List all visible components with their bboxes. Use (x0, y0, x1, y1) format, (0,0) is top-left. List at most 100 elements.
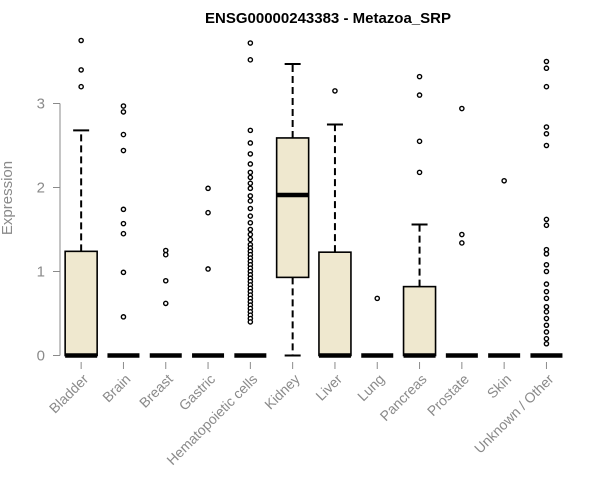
outlier-point (205, 209, 211, 216)
outlier-point (543, 322, 550, 329)
outlier-point (120, 131, 127, 138)
outlier-point (416, 92, 423, 98)
y-tick-label: 3 (37, 96, 45, 113)
outlier-point (543, 315, 550, 322)
outlier-point (247, 319, 254, 325)
box-body (275, 137, 310, 279)
outlier-point (543, 281, 550, 287)
y-tick-label: 0 (37, 348, 45, 365)
outlier-point (332, 88, 338, 94)
outlier-point (247, 205, 254, 212)
outlier-point (459, 105, 465, 112)
box-4 (192, 185, 225, 358)
box-6 (275, 63, 310, 357)
y-tick-label: 2 (37, 180, 45, 197)
x-tick-label: Prostate (424, 371, 472, 419)
box-7 (318, 88, 352, 358)
x-tick-label: Unknown / Other (471, 371, 557, 457)
outlier-point (205, 185, 211, 192)
x-tick-label: Breast (136, 371, 176, 411)
outlier-point (374, 295, 381, 302)
outlier-point (543, 295, 550, 302)
outlier-point (78, 67, 84, 73)
outlier-point (247, 193, 254, 199)
outlier-point (543, 65, 550, 72)
outlier-point (501, 177, 507, 184)
outlier-point (543, 340, 550, 347)
outlier-point (205, 266, 211, 272)
outlier-point (247, 57, 254, 63)
chart-title: ENSG00000243383 - Metazoa_SRP (205, 10, 451, 27)
outlier-point (543, 288, 550, 295)
outlier-point (543, 329, 550, 335)
box-9 (402, 73, 437, 358)
box-body (64, 250, 98, 357)
outlier-point (543, 303, 550, 310)
outlier-point (416, 73, 423, 80)
box-12 (530, 58, 563, 358)
outlier-point (543, 216, 550, 223)
outlier-point (247, 40, 254, 46)
box-8 (361, 295, 394, 358)
x-tick-label: Brain (99, 371, 133, 405)
outlier-point (247, 127, 254, 134)
outlier-point (247, 226, 254, 233)
outlier-point (247, 219, 254, 226)
outlier-point (543, 142, 550, 149)
outlier-point (543, 335, 550, 342)
outlier-point (543, 58, 550, 65)
x-tick-label: Lung (354, 371, 387, 404)
outlier-point (162, 300, 169, 307)
y-tick-label: 1 (37, 264, 45, 281)
box-1 (64, 37, 98, 358)
outlier-point (247, 185, 254, 192)
box-11 (488, 177, 521, 358)
outlier-point (247, 151, 254, 157)
outlier-point (247, 198, 254, 204)
x-tick-label: Bladder (46, 371, 92, 417)
outlier-point (416, 138, 423, 145)
x-tick-label: Kidney (261, 371, 303, 413)
outlier-point (247, 169, 254, 176)
outlier-point (543, 261, 550, 268)
outlier-point (120, 147, 127, 154)
plot-area (64, 37, 563, 358)
outlier-point (459, 231, 465, 238)
outlier-point (247, 174, 254, 181)
outlier-point (78, 83, 84, 90)
box-body (318, 251, 352, 357)
y-axis-label: Expression (0, 161, 16, 235)
outlier-point (247, 180, 254, 187)
box-3 (149, 247, 182, 358)
outlier-point (416, 169, 423, 176)
outlier-point (120, 230, 127, 237)
outlier-point (120, 206, 127, 213)
outlier-point (543, 222, 550, 229)
outlier-point (459, 240, 465, 246)
outlier-point (543, 268, 550, 275)
outlier-point (120, 314, 127, 320)
outlier-point (78, 37, 84, 44)
outlier-point (543, 130, 550, 137)
outlier-point (247, 231, 254, 238)
outlier-point (120, 109, 127, 115)
outlier-point (120, 269, 127, 276)
outlier-point (247, 140, 254, 146)
outlier-point (120, 220, 127, 227)
outlier-point (247, 213, 254, 219)
outlier-point (543, 309, 550, 315)
outlier-point (247, 161, 254, 167)
box-10 (445, 105, 478, 358)
y-axis: 0 1 2 3 (37, 96, 61, 365)
box-5 (234, 40, 267, 358)
outlier-point (162, 277, 169, 284)
x-tick-label: Skin (484, 371, 515, 402)
outlier-point (247, 236, 254, 243)
outlier-point (120, 103, 127, 109)
outlier-point (543, 124, 550, 130)
box-body (402, 285, 437, 357)
box-2 (107, 103, 140, 358)
outlier-point (543, 251, 550, 257)
